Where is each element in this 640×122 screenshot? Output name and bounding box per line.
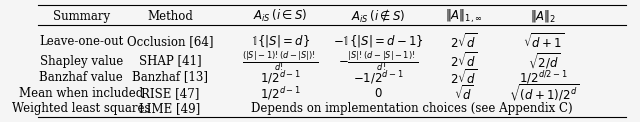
Text: $A_{iS}\,(i \notin S)$: $A_{iS}\,(i \notin S)$	[351, 8, 405, 25]
Text: $A_{iS}\,(i \in S)$: $A_{iS}\,(i \in S)$	[253, 8, 307, 24]
Text: $1/2^{d-1}$: $1/2^{d-1}$	[260, 69, 301, 86]
Text: Banzhaf [13]: Banzhaf [13]	[132, 71, 208, 84]
Text: Method: Method	[147, 10, 193, 23]
Text: $1/2^{d-1}$: $1/2^{d-1}$	[260, 85, 301, 102]
Text: $-\frac{|S|!(d-|S|-1)!}{d!}$: $-\frac{|S|!(d-|S|-1)!}{d!}$	[338, 49, 419, 73]
Text: $\sqrt{d}$: $\sqrt{d}$	[454, 84, 474, 103]
Text: SHAP [41]: SHAP [41]	[139, 55, 201, 67]
Text: $1/2^{d/2-1}$: $1/2^{d/2-1}$	[520, 69, 568, 86]
Text: Mean when included: Mean when included	[19, 87, 143, 100]
Text: $2\sqrt{d}$: $2\sqrt{d}$	[451, 52, 477, 70]
Text: LIME [49]: LIME [49]	[140, 102, 200, 115]
Text: Occlusion [64]: Occlusion [64]	[127, 35, 213, 48]
Text: Leave-one-out: Leave-one-out	[39, 35, 124, 48]
Text: Shapley value: Shapley value	[40, 55, 123, 67]
Text: $\frac{(|S|-1)!(d-|S|)!}{d!}$: $\frac{(|S|-1)!(d-|S|)!}{d!}$	[242, 49, 319, 73]
Text: Summary: Summary	[52, 10, 109, 23]
Text: $\|A\|_{1,\infty}$: $\|A\|_{1,\infty}$	[445, 8, 483, 25]
Text: $\|A\|_2$: $\|A\|_2$	[531, 8, 557, 24]
Text: $0$: $0$	[374, 87, 383, 100]
Text: Depends on implementation choices (see Appendix C): Depends on implementation choices (see A…	[251, 102, 573, 115]
Text: $\sqrt{2/d}$: $\sqrt{2/d}$	[527, 51, 560, 71]
Text: RISE [47]: RISE [47]	[141, 87, 199, 100]
Text: Banzhaf value: Banzhaf value	[39, 71, 123, 84]
Text: $-\mathbb{1}\{|S|=d-1\}$: $-\mathbb{1}\{|S|=d-1\}$	[333, 33, 424, 49]
Text: $\mathbb{1}\{|S|=d\}$: $\mathbb{1}\{|S|=d\}$	[251, 33, 310, 49]
Text: $-1/2^{d-1}$: $-1/2^{d-1}$	[353, 69, 404, 86]
Text: $\sqrt{d+1}$: $\sqrt{d+1}$	[523, 32, 564, 51]
Text: Weighted least squares: Weighted least squares	[12, 102, 150, 115]
Text: $2\sqrt{d}$: $2\sqrt{d}$	[451, 68, 477, 86]
Text: $\sqrt{(d+1)/2^d}$: $\sqrt{(d+1)/2^d}$	[509, 83, 579, 104]
Text: $2\sqrt{d}$: $2\sqrt{d}$	[451, 32, 477, 51]
